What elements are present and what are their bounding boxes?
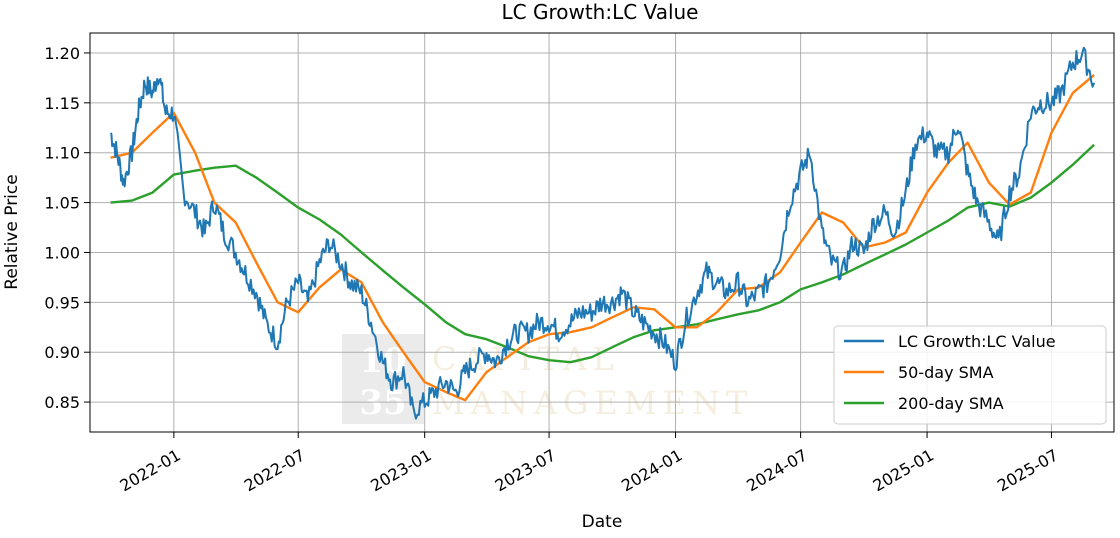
watermark-block-bottom: 35 (359, 383, 406, 423)
y-axis: 0.85 0.90 0.95 1.00 1.05 1.10 1.15 1.20 (44, 44, 90, 412)
legend-label-1: LC Growth:LC Value (898, 332, 1056, 351)
legend: LC Growth:LC Value 50-day SMA 200-day SM… (833, 325, 1107, 425)
y-tick-label: 1.15 (44, 94, 80, 113)
y-tick-label: 0.95 (44, 293, 80, 312)
plot-frame (89, 32, 1115, 433)
y-axis-title: Relative Price (2, 174, 22, 289)
y-tick-label: 1.05 (44, 194, 80, 213)
series-line-3 (110, 143, 1095, 364)
watermark-line1: CAPITAL (432, 340, 620, 378)
x-axis-title: Date (582, 512, 623, 532)
y-tick-label: 0.90 (44, 343, 80, 362)
chart-title: LC Growth:LC Value (502, 0, 699, 24)
series-line-1 (109, 46, 1096, 420)
y-tick-label: 0.85 (44, 393, 80, 412)
legend-label-3: 200-day SMA (898, 394, 1004, 413)
legend-box (833, 325, 1107, 425)
y-tick-label: 1.00 (44, 243, 80, 262)
y-tick-label: 1.20 (44, 44, 80, 63)
legend-label-2: 50-day SMA (898, 363, 994, 382)
y-tick-label: 1.10 (44, 144, 80, 163)
watermark-block (342, 334, 424, 424)
series-lines (109, 46, 1096, 420)
series-line-2 (110, 73, 1095, 402)
watermark-line2: MANAGEMENT (432, 384, 753, 422)
